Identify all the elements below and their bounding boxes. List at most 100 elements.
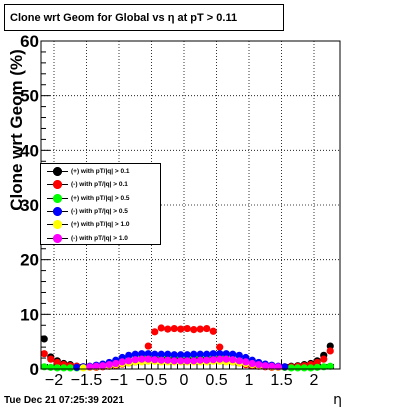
data-point (216, 343, 224, 351)
data-point (255, 361, 263, 369)
data-point (151, 350, 159, 358)
data-point (40, 350, 48, 358)
data-point (326, 342, 334, 350)
data-point (203, 350, 211, 358)
data-point (177, 357, 185, 365)
x-tick-label: −0.5 (136, 372, 168, 389)
data-point (209, 356, 217, 364)
data-point (183, 357, 191, 365)
legend-entry: (+) with pT/|q| > 0.5 (41, 192, 160, 205)
y-tick-label: 30 (20, 196, 39, 215)
data-point (248, 359, 256, 368)
data-point (326, 347, 334, 355)
data-point (131, 350, 139, 358)
data-point (47, 363, 55, 371)
x-tick-label: 0 (180, 372, 189, 389)
data-point (196, 325, 204, 333)
legend-marker-icon (47, 233, 68, 243)
data-point (164, 356, 172, 364)
data-point (229, 356, 237, 364)
data-point (157, 324, 165, 332)
data-point (229, 350, 237, 358)
legend-entry: (-) with pT/|q| > 0.5 (41, 205, 160, 218)
data-point (203, 324, 211, 333)
data-point (216, 350, 224, 358)
data-point (60, 364, 68, 372)
data-point (92, 362, 100, 370)
data-point (170, 324, 178, 333)
data-point (164, 325, 172, 333)
data-point (196, 356, 204, 364)
y-tick-label: 20 (20, 251, 39, 270)
data-point (151, 356, 159, 364)
data-point (131, 356, 139, 364)
data-point (320, 355, 328, 363)
y-tick-label: 40 (20, 141, 39, 160)
data-point (40, 335, 48, 343)
data-point (216, 355, 224, 363)
x-axis-label: η (333, 392, 342, 408)
x-tick-label: 2 (310, 372, 319, 389)
data-point (138, 350, 146, 358)
data-point (300, 364, 308, 372)
data-point (190, 326, 198, 334)
data-point (105, 361, 113, 369)
data-point (157, 356, 165, 364)
x-tick-label: −1 (110, 372, 128, 389)
data-point (183, 351, 191, 359)
legend-marker-icon (47, 193, 68, 203)
legend: (+) with pT/|q| > 0.1 (-) with pT/|q| > … (40, 163, 161, 245)
data-point (261, 362, 269, 370)
legend-marker-icon (47, 220, 68, 230)
data-point (112, 359, 120, 368)
y-tick-label: 0 (30, 360, 39, 379)
data-point (99, 362, 107, 370)
y-tick-label: 60 (20, 32, 39, 51)
x-tick-label: −2 (45, 372, 63, 389)
y-axis-label: Clone wrt Geom (%) (7, 49, 26, 211)
data-point (53, 358, 61, 367)
data-point (190, 357, 198, 365)
data-point (313, 358, 321, 367)
data-point (118, 358, 126, 366)
x-tick-label: 0.5 (205, 372, 227, 389)
data-point (294, 364, 302, 372)
data-point (144, 350, 152, 358)
data-point (235, 351, 243, 359)
data-point (235, 357, 243, 365)
data-point (157, 350, 165, 358)
data-point (138, 355, 146, 363)
x-tick-label: 1 (245, 372, 254, 389)
data-point (183, 324, 191, 333)
data-point (313, 363, 321, 371)
y-tick-label: 50 (20, 87, 39, 106)
data-point (73, 363, 81, 371)
data-point (196, 350, 204, 358)
data-point (326, 362, 334, 370)
data-point (222, 355, 230, 363)
x-tick-label: −1.5 (71, 372, 103, 389)
legend-entry: (+) with pT/|q| > 1.0 (41, 218, 160, 231)
data-point (144, 355, 152, 363)
data-point (222, 350, 230, 358)
data-point (53, 364, 61, 372)
legend-marker-icon (47, 167, 68, 177)
data-point (144, 342, 152, 350)
data-point (307, 364, 315, 372)
data-point (79, 364, 87, 372)
data-point (125, 351, 133, 359)
data-point (47, 355, 55, 363)
data-point (125, 357, 133, 365)
x-tick-label: 1.5 (270, 372, 292, 389)
timestamp: Tue Dec 21 07:25:39 2021 (4, 395, 124, 406)
legend-entry: (+) with pT/|q| > 0.1 (41, 165, 160, 178)
chart-title: Clone wrt Geom for Global vs η at pT > 0… (4, 4, 284, 31)
legend-marker-icon (47, 180, 68, 190)
data-point (209, 350, 217, 358)
data-point (170, 357, 178, 365)
data-point (151, 328, 159, 336)
legend-entry: (-) with pT/|q| > 0.1 (41, 178, 160, 191)
legend-marker-icon (47, 207, 68, 217)
data-point (66, 364, 74, 372)
data-point (164, 350, 172, 358)
